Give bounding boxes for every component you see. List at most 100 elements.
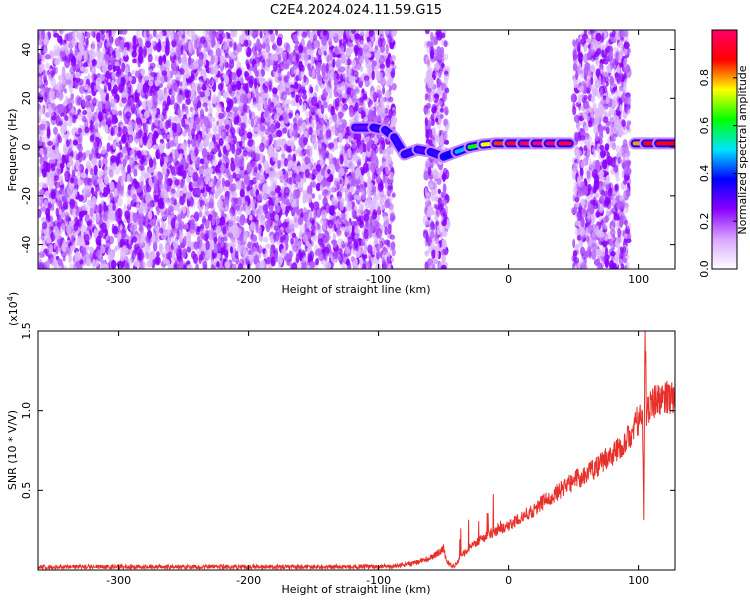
noise-speck [39,123,46,130]
noise-speck [42,69,49,77]
noise-speck [231,96,238,104]
noise-speck [307,42,313,50]
noise-speck [380,30,386,35]
noise-speck [111,104,117,115]
noise-speck [222,110,226,119]
noise-speck [367,41,372,49]
noise-speck [171,164,178,175]
noise-speck [272,183,276,192]
noise-speck [347,236,353,245]
noise-speck [160,190,166,199]
noise-speck [287,145,292,153]
noise-speck [104,124,109,134]
noise-speck [391,30,398,37]
noise-speck [379,144,383,155]
noise-speck [106,142,111,152]
noise-speck [323,101,328,109]
noise-speck [183,235,187,246]
noise-speck [344,80,350,89]
noise-speck [126,197,131,208]
noise-speck [100,96,106,102]
noise-speck [292,117,298,124]
noise-speck [214,191,219,200]
noise-speck [328,160,334,169]
noise-speck [283,157,289,167]
noise-speck [185,105,189,116]
noise-speck [233,41,237,51]
noise-speck [217,152,223,158]
noise-speck [304,222,308,232]
noise-speck [315,258,319,266]
noise-speck [139,128,143,137]
noise-speck [183,146,188,156]
noise-speck [197,100,202,108]
noise-speck [145,245,151,252]
noise-speck [261,194,268,200]
noise-speck [283,192,289,199]
noise-speck [237,236,243,246]
noise-speck [115,208,121,218]
noise-speck [350,81,357,89]
noise-speck [370,254,377,266]
noise-speck [79,86,85,95]
noise-speck [301,31,308,39]
noise-speck [77,151,83,158]
noise-speck [195,263,199,269]
noise-speck [368,59,372,67]
noise-speck [343,237,349,245]
noise-speck [146,30,150,38]
noise-speck [111,98,118,106]
noise-speck [57,258,63,267]
noise-speck [51,203,55,212]
noise-speck [311,234,318,242]
noise-speck [126,98,132,107]
noise-speck [341,92,347,99]
figure-title: C2E4.2024.024.11.59.G15 [270,3,442,18]
noise-speck [245,190,251,198]
noise-speck [184,126,190,133]
noise-speck [98,157,105,167]
noise-speck [385,261,389,267]
noise-speck [215,31,220,40]
noise-speck [243,103,248,113]
noise-speck [82,203,88,212]
noise-speck [93,249,99,260]
noise-speck [339,144,344,151]
noise-speck [90,30,94,37]
noise-speck [383,245,387,256]
noise-speck [387,185,392,191]
noise-speck [243,251,249,257]
noise-speck [324,114,328,124]
noise-speck [125,261,130,269]
noise-speck [107,82,112,92]
noise-speck [62,43,67,50]
noise-speck [105,184,111,195]
noise-speck [276,129,283,138]
noise-speck [78,194,84,202]
noise-speck [38,236,41,242]
noise-speck [179,260,184,269]
noise-speck [229,174,234,183]
noise-speck [385,90,390,99]
noise-speck [328,142,335,150]
noise-speck [315,164,322,172]
noise-speck [269,204,274,214]
noise-speck [238,141,242,147]
noise-speck [210,117,216,123]
noise-speck [138,165,145,172]
noise-speck [96,32,101,43]
noise-field [38,30,632,269]
noise-speck [294,236,298,246]
noise-speck [229,126,236,135]
noise-speck [115,47,119,59]
noise-speck [296,112,299,120]
noise-speck [111,79,115,88]
noise-speck [142,216,146,227]
noise-speck [162,108,167,116]
noise-speck [197,83,201,95]
noise-speck [366,114,373,121]
noise-speck [191,128,196,138]
noise-speck [141,158,148,166]
noise-speck [101,149,106,155]
noise-speck [107,64,113,71]
